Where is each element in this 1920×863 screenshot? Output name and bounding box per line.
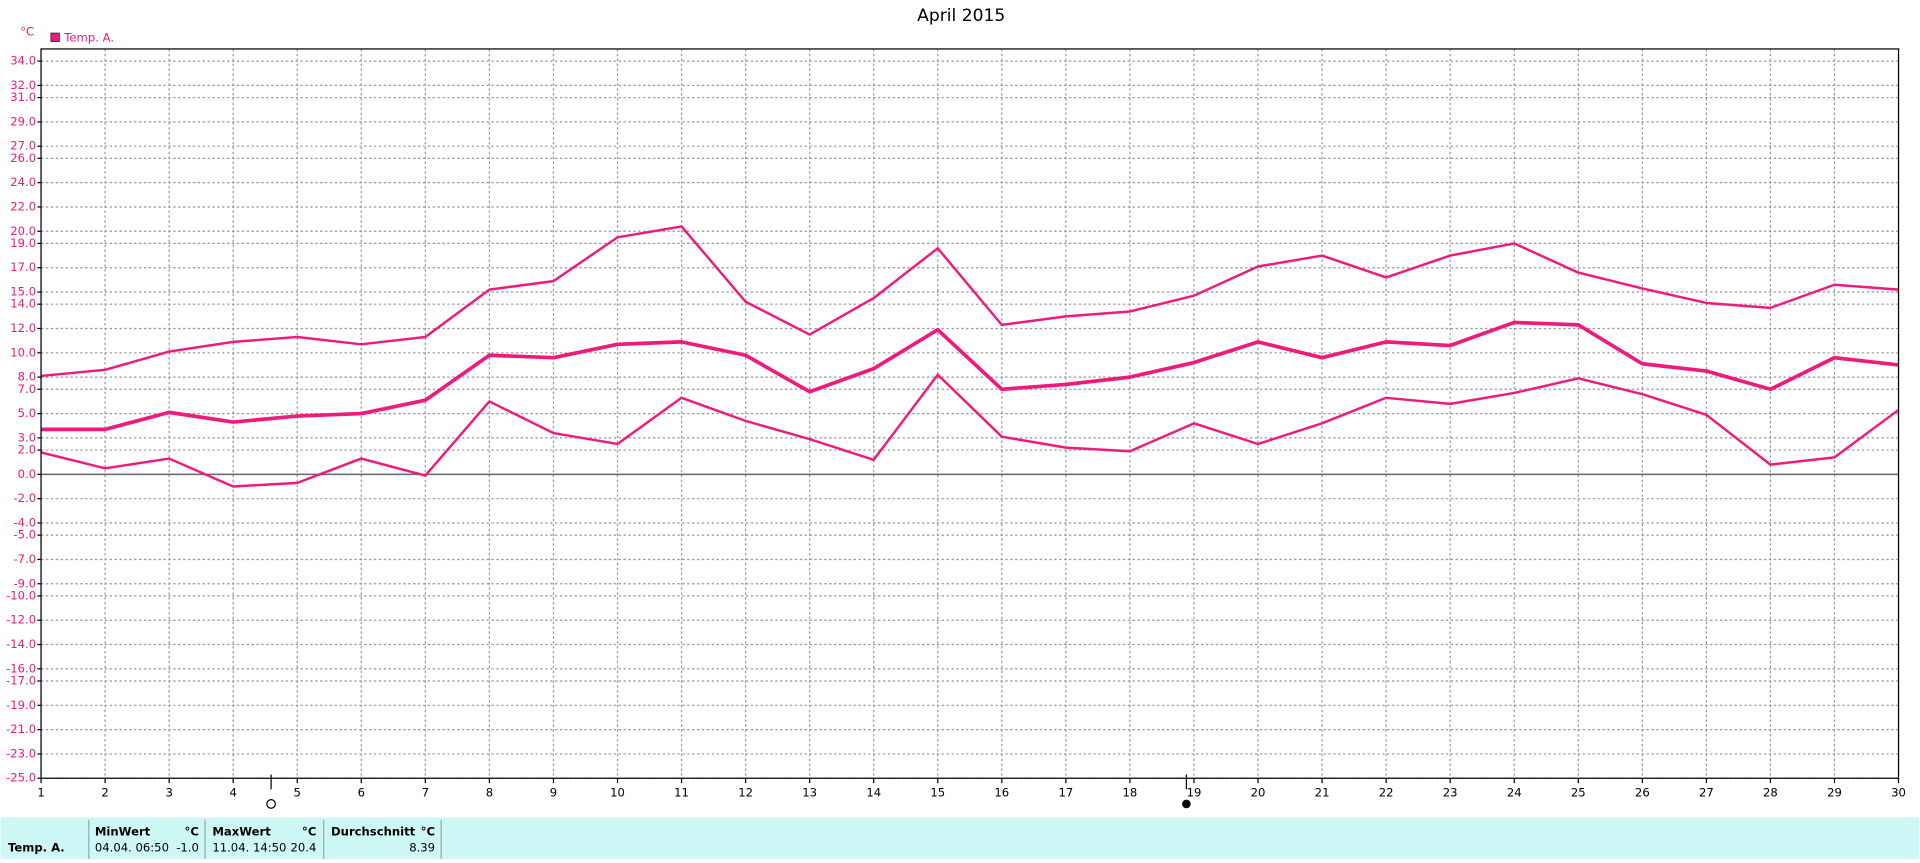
x-tick-label: 4	[230, 785, 237, 799]
y-tick-label: -25.0	[6, 771, 36, 785]
plot-area: 34.032.031.029.027.026.024.022.020.019.0…	[6, 48, 1906, 799]
x-tick-label: 13	[802, 785, 817, 799]
y-tick-label: 34.0	[10, 54, 36, 68]
x-tick-label: 1	[37, 785, 44, 799]
x-tick-label: 6	[358, 785, 365, 799]
y-tick-label: 32.0	[10, 78, 36, 92]
y-tick-label: 26.0	[10, 151, 36, 165]
y-tick-label: -9.0	[13, 576, 36, 590]
y-tick-label: -10.0	[6, 588, 36, 602]
y-tick-label: 29.0	[10, 114, 36, 128]
x-tick-label: 10	[610, 785, 625, 799]
y-tick-label: 2.0	[18, 443, 36, 457]
y-tick-label: 20.0	[10, 224, 36, 238]
x-tick-label: 9	[550, 785, 557, 799]
x-tick-label: 8	[486, 785, 493, 799]
header: Durchschnitt	[331, 825, 416, 839]
x-tick-label: 23	[1443, 785, 1458, 799]
y-tick-label: 10.0	[10, 345, 36, 359]
y-tick-label: -2.0	[13, 491, 36, 505]
y-tick-label: -17.0	[6, 674, 36, 688]
y-tick-label: 24.0	[10, 175, 36, 189]
x-tick-label: 7	[422, 785, 429, 799]
new-moon-icon	[266, 799, 276, 809]
value: 8.39	[409, 840, 435, 854]
x-tick-label: 12	[738, 785, 753, 799]
x-tick-label: 2	[101, 785, 108, 799]
summary-band	[0, 817, 1920, 859]
x-tick-label: 29	[1827, 785, 1842, 799]
full-moon-icon	[1182, 799, 1191, 809]
unit: °C	[302, 825, 316, 839]
y-tick-label: -16.0	[6, 661, 36, 675]
x-tick-label: 18	[1123, 785, 1138, 799]
chart-title: April 2015	[917, 6, 1005, 26]
y-tick-label: -21.0	[6, 722, 36, 736]
y-tick-label: -23.0	[6, 746, 36, 760]
x-tick-label: 15	[930, 785, 945, 799]
x-tick-label: 3	[165, 785, 172, 799]
x-tick-label: 27	[1699, 785, 1714, 799]
header: MinWert	[95, 825, 151, 839]
unit: °C	[185, 825, 199, 839]
y-tick-label: -19.0	[6, 698, 36, 712]
x-tick-label: 26	[1635, 785, 1650, 799]
x-tick-label: 5	[294, 785, 301, 799]
value: -1.0	[176, 840, 199, 854]
series-line	[41, 320, 1899, 432]
x-tick-label: 14	[866, 785, 881, 799]
legend-label: Temp. A.	[63, 30, 114, 44]
x-tick-label: 17	[1058, 785, 1073, 799]
y-tick-label: 14.0	[10, 297, 36, 311]
y-tick-label: 5.0	[18, 406, 36, 420]
header: MaxWert	[212, 825, 271, 839]
y-tick-label: 8.0	[18, 370, 36, 384]
time: 11.04. 14:50	[212, 840, 286, 854]
plot-frame	[40, 48, 1900, 779]
y-tick-label: 17.0	[10, 260, 36, 274]
time: 04.04. 06:50	[95, 840, 169, 854]
y-tick-label: 27.0	[10, 139, 36, 153]
y-axis-unit: °C	[20, 24, 34, 38]
y-tick-label: 7.0	[18, 382, 36, 396]
y-tick-label: 22.0	[10, 199, 36, 213]
legend-swatch	[50, 32, 60, 42]
x-tick-label: 11	[674, 785, 689, 799]
x-tick-label: 19	[1187, 785, 1202, 799]
x-tick-label: 25	[1571, 785, 1586, 799]
y-tick-label: 0.0	[18, 467, 36, 481]
x-tick-label: 21	[1315, 785, 1330, 799]
series-line	[40, 373, 1900, 488]
x-tick-label: 16	[994, 785, 1009, 799]
x-tick-label: 24	[1507, 785, 1522, 799]
value: 20.4	[291, 840, 317, 854]
series-line	[40, 225, 1899, 378]
x-tick-label: 28	[1763, 785, 1778, 799]
y-tick-label: -14.0	[6, 637, 36, 651]
y-tick-label: -4.0	[13, 515, 36, 529]
unit: °C	[421, 825, 435, 839]
y-tick-label: 19.0	[10, 236, 36, 250]
summary-table: Temp. A. MinWert °C 04.04. 06:50 -1.0 Ma…	[0, 817, 1920, 859]
y-tick-label: 3.0	[18, 430, 36, 444]
x-tick-label: 20	[1251, 785, 1266, 799]
y-tick-label: 15.0	[10, 285, 36, 299]
y-tick-label: -12.0	[6, 613, 36, 627]
x-tick-label: 30	[1891, 785, 1906, 799]
y-tick-label: -7.0	[13, 552, 36, 566]
y-tick-label: -5.0	[13, 528, 36, 542]
y-tick-label: 31.0	[10, 90, 36, 104]
y-tick-label: 12.0	[10, 321, 36, 335]
x-tick-label: 22	[1379, 785, 1394, 799]
row-label: Temp. A.	[8, 840, 65, 854]
